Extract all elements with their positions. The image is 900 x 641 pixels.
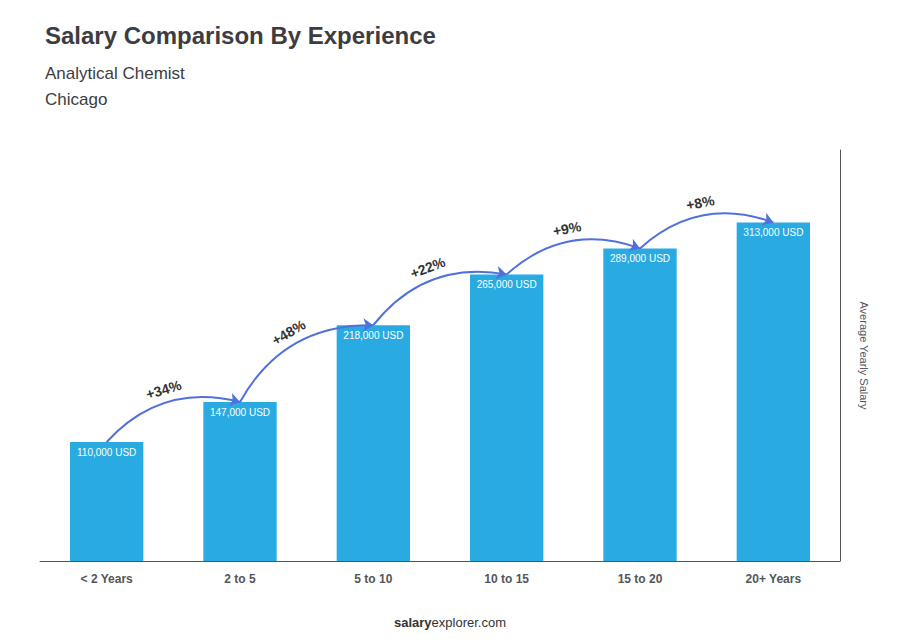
svg-text:Chicago: Chicago [45, 90, 107, 109]
svg-text:147,000 USD: 147,000 USD [210, 407, 270, 418]
svg-text:< 2 Years: < 2 Years [81, 572, 133, 586]
svg-text:313,000 USD: 313,000 USD [743, 227, 803, 238]
svg-text:289,000 USD: 289,000 USD [610, 253, 670, 264]
svg-text:explorer.com: explorer.com [432, 615, 506, 630]
svg-text:+34%: +34% [144, 377, 184, 403]
svg-text:15 to 20: 15 to 20 [618, 572, 663, 586]
svg-text:218,000 USD: 218,000 USD [343, 330, 403, 341]
svg-text:5 to 10: 5 to 10 [354, 572, 392, 586]
svg-text:20+ Years: 20+ Years [746, 572, 802, 586]
svg-text:Analytical Chemist: Analytical Chemist [45, 64, 185, 83]
svg-text:Average Yearly Salary: Average Yearly Salary [858, 301, 870, 410]
svg-text:2 to 5: 2 to 5 [224, 572, 256, 586]
svg-text:Salary Comparison By Experienc: Salary Comparison By Experience [45, 22, 436, 49]
svg-text:+8%: +8% [685, 192, 716, 213]
svg-text:265,000 USD: 265,000 USD [477, 279, 537, 290]
svg-text:+22%: +22% [408, 254, 448, 282]
svg-text:10 to 15: 10 to 15 [484, 572, 529, 586]
svg-text:+48%: +48% [269, 316, 309, 348]
svg-text:110,000 USD: 110,000 USD [77, 447, 136, 458]
svg-text:+9%: +9% [551, 218, 582, 239]
svg-text:salary: salary [394, 615, 432, 630]
